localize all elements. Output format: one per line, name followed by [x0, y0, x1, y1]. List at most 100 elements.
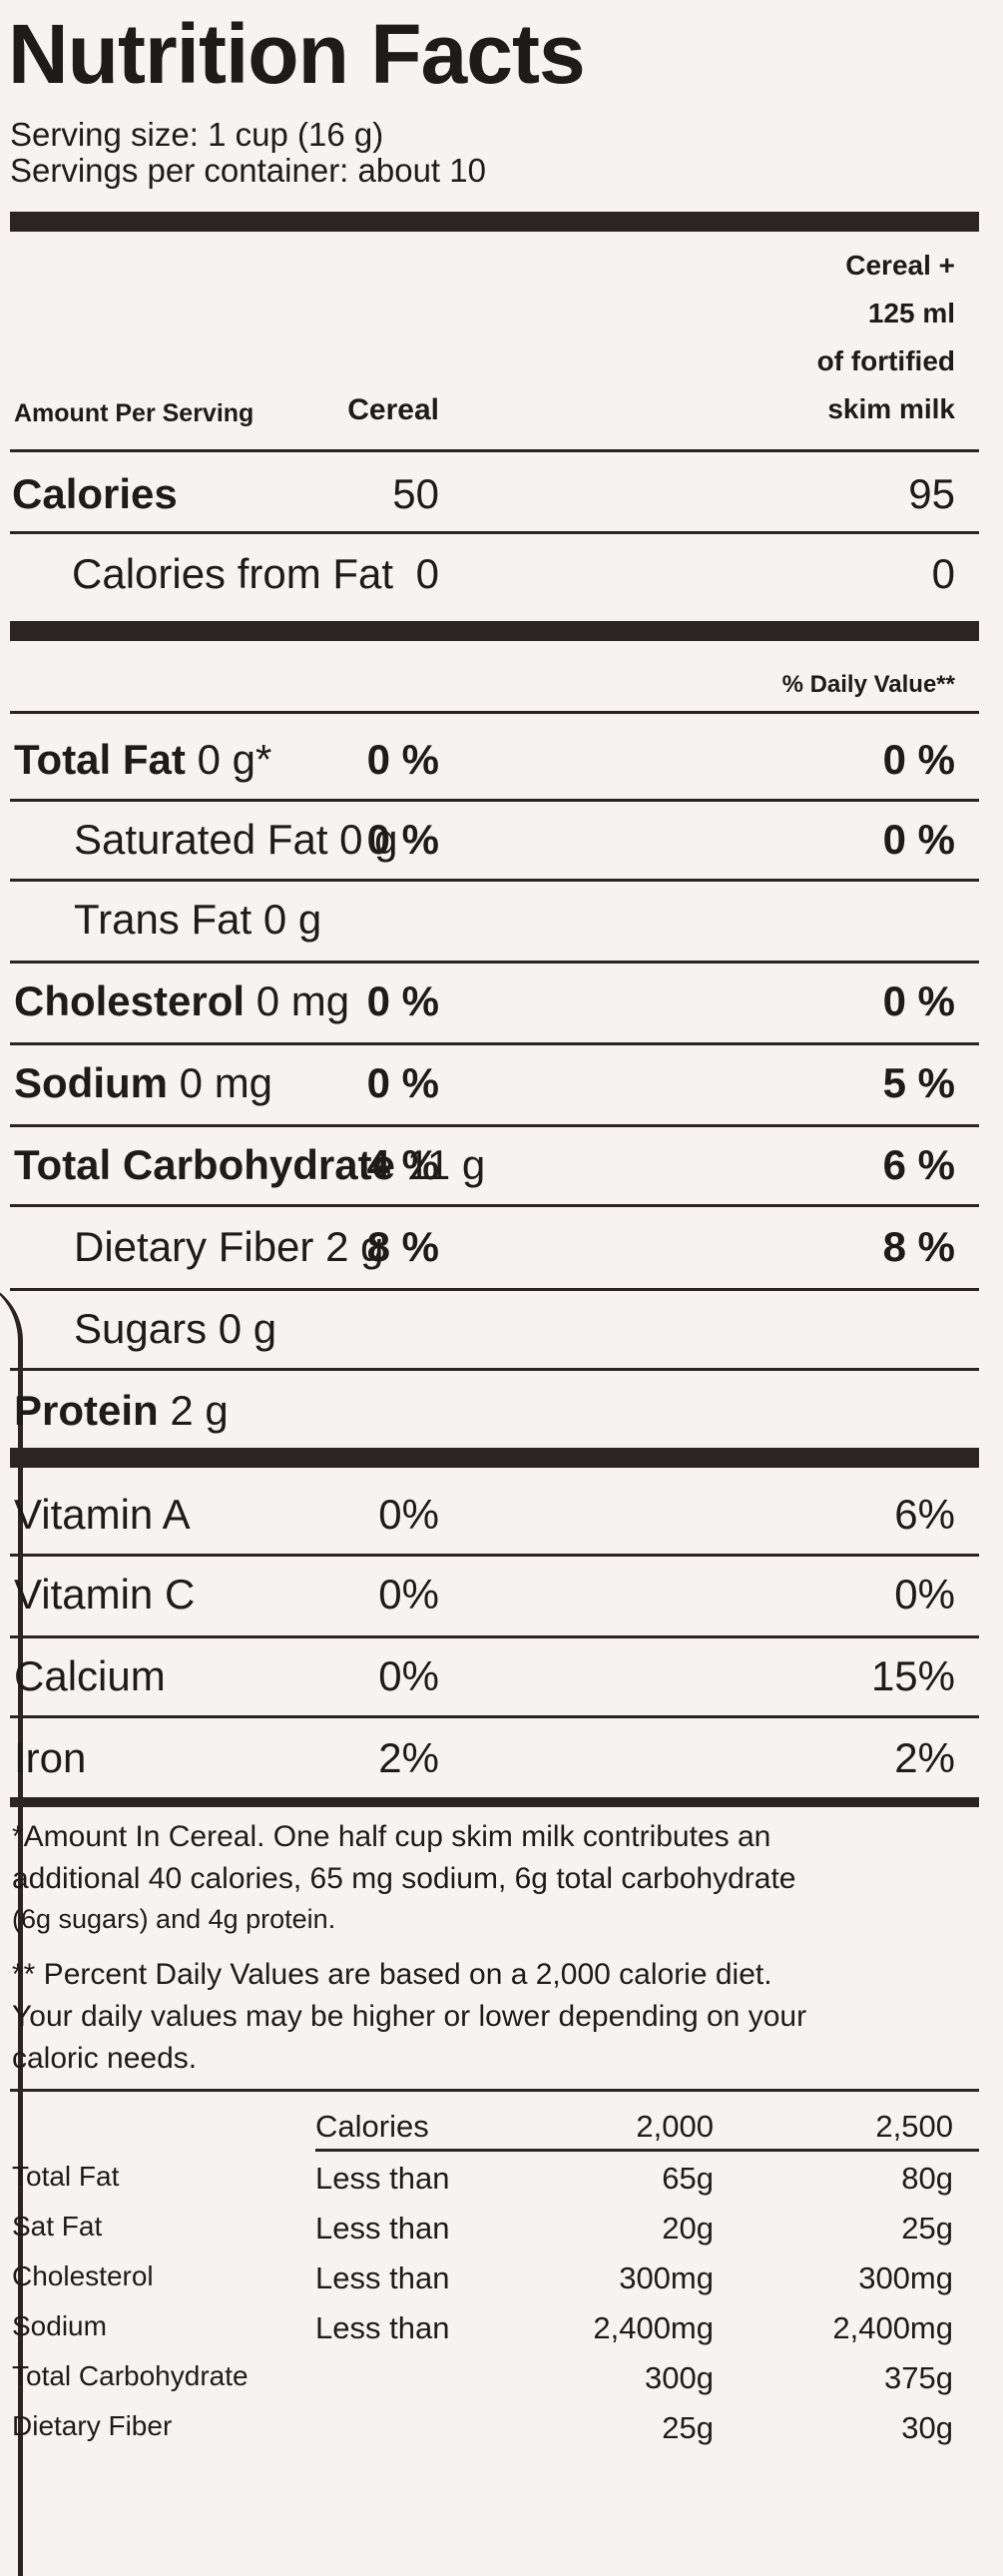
divider	[10, 1042, 979, 1045]
divider	[10, 531, 979, 534]
sodium-with-milk: 5 %	[882, 1059, 955, 1106]
divider	[10, 799, 979, 802]
vitamin-c-label: Vitamin C	[14, 1571, 196, 1617]
iron-cereal: 2%	[378, 1734, 439, 1781]
with-milk-header-line3: of fortified	[816, 345, 955, 376]
dietary-fiber-cereal: 8 %	[366, 1223, 439, 1270]
calories-cereal: 50	[392, 470, 439, 517]
with-milk-header-line1: Cereal +	[845, 250, 955, 281]
footnote-line: caloric needs.	[12, 2042, 198, 2075]
footnote-line: (6g sugars) and 4g protein.	[12, 1904, 336, 1934]
dv-row-2500: 375g	[884, 2360, 953, 2395]
package-edge	[0, 1278, 23, 2576]
divider	[10, 1204, 979, 1207]
sodium-cereal: 0 %	[366, 1059, 439, 1106]
dv-row-2500: 2,400mg	[832, 2310, 953, 2345]
nutrient-row-total-fat: Total Fat 0 g*	[14, 736, 272, 783]
nutrient-row-trans-fat: Trans Fat 0 g	[74, 896, 322, 943]
amount-per-serving-label: Amount Per Serving	[14, 399, 254, 427]
saturated-fat-cereal: 0 %	[366, 816, 439, 863]
divider	[10, 1635, 979, 1638]
dv-header-2500: 2,500	[875, 2109, 953, 2144]
divider-thick	[10, 1448, 979, 1468]
calcium-cereal: 0%	[378, 1652, 439, 1699]
divider	[10, 711, 979, 714]
vitamin-a-label: Vitamin A	[14, 1491, 191, 1538]
dv-row-2000: 300g	[645, 2360, 714, 2395]
divider	[10, 1124, 979, 1127]
iron-with-milk: 2%	[894, 1734, 955, 1781]
footnote-line: additional 40 calories, 65 mg sodium, 6g…	[12, 1862, 796, 1895]
dv-row-2000: 25g	[662, 2410, 714, 2445]
with-milk-header-line4: skim milk	[827, 393, 955, 424]
calories-from-fat-label: Calories from Fat	[72, 550, 394, 597]
servings-per-container: Servings per container: about 10	[10, 152, 486, 189]
total-fat-with-milk: 0 %	[882, 736, 955, 783]
nutrition-label: Nutrition Facts Serving size: 1 cup (16 …	[8, 7, 979, 2576]
calcium-label: Calcium	[14, 1652, 166, 1699]
dv-row-qualifier: Less than	[315, 2211, 450, 2246]
divider	[10, 1715, 979, 1718]
divider	[10, 2089, 979, 2092]
vitamin-c-with-milk: 0%	[894, 1571, 955, 1617]
dv-row-nutrient: Sodium	[12, 2310, 107, 2341]
nutrient-row-sugars: Sugars 0 g	[74, 1305, 277, 1352]
divider	[10, 961, 979, 964]
dietary-fiber-with-milk: 8 %	[882, 1223, 955, 1270]
serving-size: Serving size: 1 cup (16 g)	[10, 116, 384, 153]
divider	[10, 1288, 979, 1291]
dv-row-qualifier: Less than	[315, 2260, 450, 2295]
cereal-column-header: Cereal	[347, 393, 439, 426]
dv-row-2500: 300mg	[858, 2260, 953, 2295]
total-carbohydrate-with-milk: 6 %	[882, 1141, 955, 1188]
dv-row-nutrient: Sat Fat	[12, 2211, 103, 2242]
divider-thick	[10, 621, 979, 641]
nutrient-row-total-carbohydrate: Total Carbohydrate 11 g	[14, 1141, 486, 1188]
nutrient-row-cholesterol: Cholesterol 0 mg	[14, 977, 350, 1024]
footnote-line: Your daily values may be higher or lower…	[12, 2000, 807, 2033]
footnote-line: ** Percent Daily Values are based on a 2…	[12, 1958, 772, 1991]
dv-row-nutrient: Total Fat	[12, 2161, 120, 2192]
vitamin-a-cereal: 0%	[378, 1491, 439, 1538]
calories-from-fat-cereal: 0	[415, 550, 439, 597]
total-fat-cereal: 0 %	[366, 736, 439, 783]
divider-thick	[10, 212, 979, 232]
nutrient-row-sodium: Sodium 0 mg	[14, 1059, 273, 1106]
dv-row-nutrient: Total Carbohydrate	[12, 2360, 249, 2391]
calcium-with-milk: 15%	[870, 1652, 955, 1699]
dv-row-nutrient: Dietary Fiber	[12, 2410, 173, 2441]
divider	[10, 1368, 979, 1371]
dv-row-2000: 2,400mg	[593, 2310, 714, 2345]
total-carbohydrate-cereal: 4 %	[366, 1141, 439, 1188]
cholesterol-cereal: 0 %	[366, 977, 439, 1024]
divider-medium	[10, 1797, 979, 1807]
dv-row-nutrient: Cholesterol	[12, 2260, 154, 2291]
dv-row-2000: 300mg	[619, 2260, 714, 2295]
calories-from-fat-with-milk: 0	[931, 550, 955, 597]
label-title: Nutrition Facts	[8, 7, 586, 101]
divider	[10, 1554, 979, 1557]
iron-label: Iron	[14, 1734, 87, 1781]
dv-header-underline	[315, 2149, 979, 2152]
vitamin-a-with-milk: 6%	[894, 1491, 955, 1538]
dv-row-qualifier: Less than	[315, 2310, 450, 2345]
nutrient-row-dietary-fiber: Dietary Fiber 2 g	[74, 1223, 384, 1270]
dv-header-2000: 2,000	[636, 2109, 714, 2144]
dv-row-2500: 25g	[901, 2211, 953, 2246]
dv-row-2500: 80g	[901, 2161, 953, 2196]
dv-row-2500: 30g	[901, 2410, 953, 2445]
vitamin-c-cereal: 0%	[378, 1571, 439, 1617]
divider	[10, 879, 979, 882]
divider	[10, 449, 979, 452]
saturated-fat-with-milk: 0 %	[882, 816, 955, 863]
footnote-line: *Amount In Cereal. One half cup skim mil…	[12, 1820, 771, 1853]
nutrient-row-protein: Protein 2 g	[14, 1387, 229, 1434]
dv-row-2000: 20g	[662, 2211, 714, 2246]
calories-label: Calories	[12, 470, 178, 517]
daily-value-header: % Daily Value**	[781, 671, 955, 698]
calories-with-milk: 95	[908, 470, 955, 517]
dv-header-calories: Calories	[315, 2109, 429, 2144]
dv-row-qualifier: Less than	[315, 2161, 450, 2196]
nutrient-row-saturated-fat: Saturated Fat 0 g	[74, 816, 398, 863]
cholesterol-with-milk: 0 %	[882, 977, 955, 1024]
